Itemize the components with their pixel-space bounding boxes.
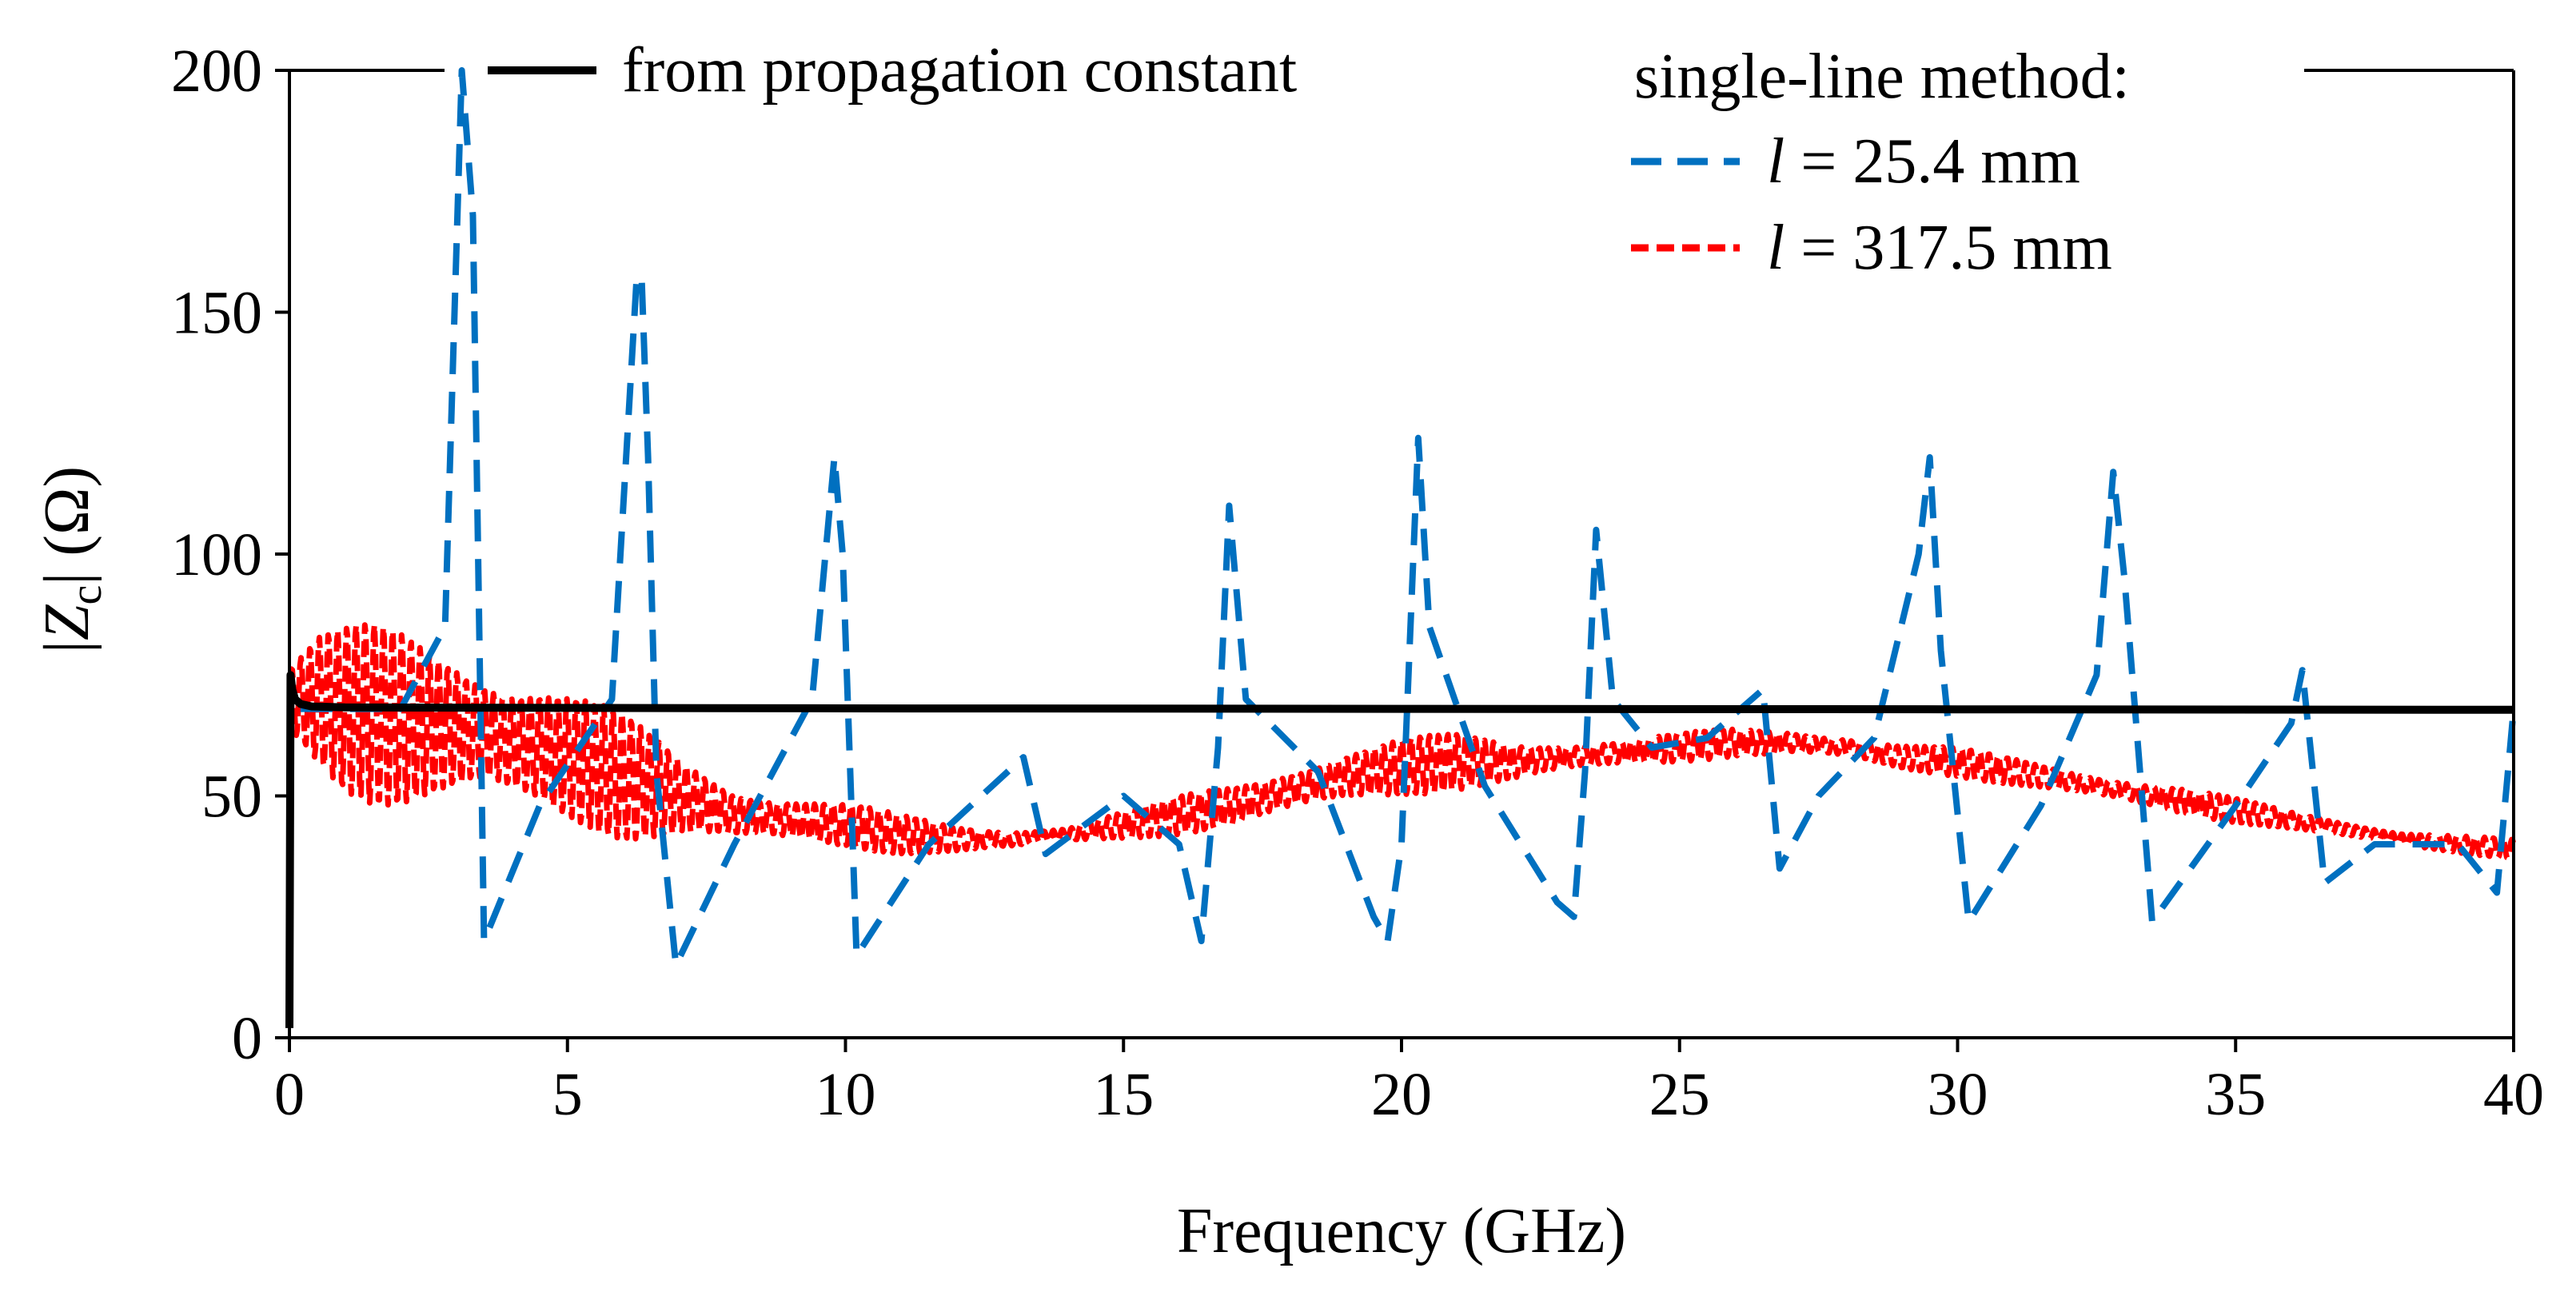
y-axis-title-var: Z: [32, 604, 102, 640]
ticks: 0 5 10 15 20 25 30 35 40 0 50 100 150 200: [171, 38, 2544, 1128]
legend-value-l25: = 25.4 mm: [1784, 126, 2080, 197]
y-axis-title-sub: c: [62, 585, 111, 605]
legend-header: single-line method:: [1634, 42, 2130, 112]
x-tick-label: 25: [1649, 1061, 1710, 1128]
y-tick-label: 50: [201, 764, 262, 831]
x-tick-label: 30: [1928, 1061, 1988, 1128]
series-l25-line: [300, 67, 2517, 969]
x-tick-label: 15: [1093, 1061, 1154, 1128]
legend-label-propagation: from propagation constant: [622, 35, 1297, 106]
x-tick-label: 35: [2205, 1061, 2266, 1128]
legend-var-l317: l: [1767, 213, 1784, 283]
legend-value-l317: = 317.5 mm: [1784, 213, 2112, 283]
legend: from propagation constant single-line me…: [480, 24, 2159, 283]
plot-lines: [285, 67, 2517, 1028]
y-tick-label: 0: [232, 1005, 262, 1072]
legend-label-l25: l = 25.4 mm: [1767, 126, 2080, 197]
y-tick-label: 200: [171, 38, 262, 105]
x-axis-title: Frequency (GHz): [1177, 1196, 1626, 1266]
x-tick-label: 40: [2483, 1061, 2544, 1128]
y-axis-title-prefix: |: [32, 640, 102, 653]
x-tick-label: 20: [1371, 1061, 1432, 1128]
legend-label-l317: l = 317.5 mm: [1767, 213, 2112, 283]
x-tick-label: 5: [552, 1061, 583, 1128]
y-tick-label: 150: [171, 280, 262, 347]
legend-background: [480, 24, 2159, 280]
x-tick-label: 10: [815, 1061, 876, 1128]
y-tick-label: 100: [171, 521, 262, 588]
series-propagation-line: [285, 671, 2514, 1028]
y-axis-title-suffix: | (Ω): [32, 466, 102, 585]
legend-var-l25: l: [1767, 126, 1784, 197]
y-axis-title: |Zc| (Ω): [32, 466, 111, 653]
x-tick-label: 0: [274, 1061, 305, 1128]
